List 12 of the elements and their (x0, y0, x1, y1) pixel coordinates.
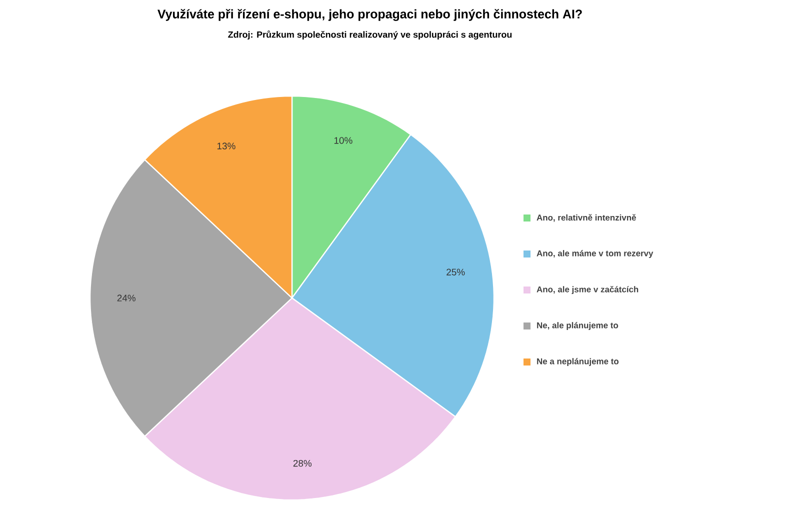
chart-title: Využíváte při řízení e-shopu, jeho propagaci nebo jiných činnostech AI? (158, 9, 582, 21)
data-label: 24% (117, 294, 136, 302)
chart-subtitle: Zdroj: Průzkum společnosti realizovaný ve spolupráci s agenturou (228, 30, 512, 40)
data-label: 10% (334, 137, 352, 144)
legend-label: Ne, ale plánujeme to (537, 322, 618, 330)
legend-label: Ano, relativně intenzivně (536, 214, 636, 222)
legend-label: Ano, ale máme v tom rezervy (536, 250, 654, 258)
legend-label: Ano, ale jsme v začátcích (536, 286, 638, 294)
data-label: 28% (293, 460, 312, 467)
legend-label: Ne a neplánujeme to (537, 358, 619, 366)
data-label: 25% (446, 268, 465, 276)
data-label: 13% (217, 142, 236, 150)
